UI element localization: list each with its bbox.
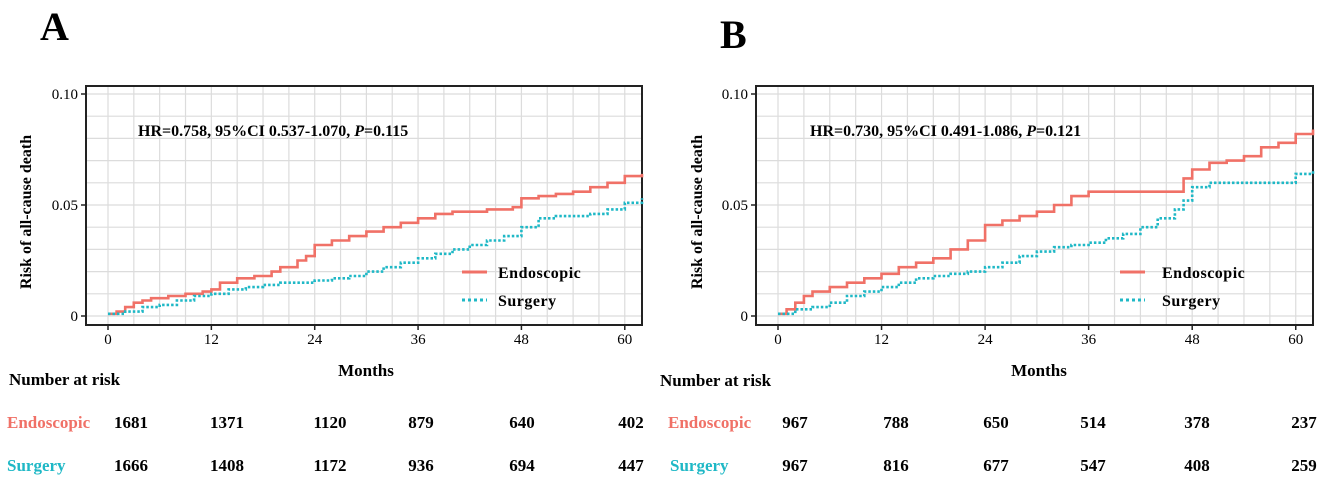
x-tick-label: 12: [874, 332, 889, 348]
x-tick-label: 0: [104, 332, 112, 348]
x-tick-label: 36: [1081, 332, 1097, 348]
x-tick-label: 48: [1185, 332, 1200, 348]
x-tick-label: 0: [774, 332, 782, 348]
risk-count: 259: [1291, 456, 1317, 475]
risk-row-label-surgery-b: Surgery: [670, 456, 729, 475]
risk-count: 378: [1184, 413, 1210, 432]
panel-letter-a: A: [40, 4, 69, 49]
risk-count: 879: [408, 413, 434, 432]
x-axis-label-b: Months: [1011, 361, 1067, 380]
risk-count: 402: [618, 413, 644, 432]
risk-row-label-surgery-a: Surgery: [7, 456, 66, 475]
risk-count: 936: [408, 456, 434, 475]
y-tick-label: 0.05: [52, 198, 78, 214]
risk-count: 694: [509, 456, 535, 475]
risk-count: 447: [618, 456, 644, 475]
risk-count: 967: [782, 413, 808, 432]
risk-count: 547: [1080, 456, 1106, 475]
risk-count: 816: [883, 456, 909, 475]
risk-count: 788: [883, 413, 909, 432]
panel-letter-b: B: [720, 12, 747, 57]
risk-count: 1172: [313, 456, 346, 475]
panel-b: B Risk of all-cause death Months 0 12 24 36…: [660, 12, 1317, 475]
hr-annotation-a: HR=0.758, 95%CI 0.537-1.070, P=0.115: [138, 123, 408, 140]
plot-area-b: 0 12 24 36 48 60 0 0.05 0.10: [722, 85, 1315, 348]
hr-annotation-b: HR=0.730, 95%CI 0.491-1.086, P=0.121: [810, 123, 1081, 140]
risk-row-label-endoscopic-a: Endoscopic: [7, 413, 91, 432]
series-line-surgery: [778, 169, 1315, 316]
risk-row-label-endoscopic-b: Endoscopic: [668, 413, 752, 432]
risk-table-b: Number at risk Endoscopic Surgery 967 788…: [660, 371, 1317, 475]
legend-label-surgery-a: Surgery: [498, 293, 557, 310]
risk-count: 1408: [210, 456, 244, 475]
legend-label-surgery-b: Surgery: [1162, 293, 1221, 310]
legend-b: Endoscopic Surgery: [1120, 265, 1245, 310]
x-axis-label-a: Months: [338, 361, 394, 380]
risk-count: 650: [983, 413, 1009, 432]
risk-count: 967: [782, 456, 808, 475]
y-tick-label: 0.10: [722, 87, 748, 103]
risk-table-title-a: Number at risk: [9, 370, 121, 389]
plot-area-a: 0 12 24 36 48 60 0 0.05 0.10: [52, 85, 644, 348]
risk-count: 237: [1291, 413, 1317, 432]
y-tick-label: 0.05: [722, 198, 748, 214]
risk-table-title-b: Number at risk: [660, 371, 772, 390]
y-tick-label: 0: [741, 309, 749, 325]
y-tick-label: 0: [71, 309, 79, 325]
legend-label-endoscopic-a: Endoscopic: [498, 265, 581, 282]
risk-count: 408: [1184, 456, 1210, 475]
x-tick-label: 36: [411, 332, 427, 348]
risk-count: 640: [509, 413, 535, 432]
legend-label-endoscopic-b: Endoscopic: [1162, 265, 1245, 282]
x-tick-label: 60: [617, 332, 632, 348]
x-tick-label: 60: [1288, 332, 1303, 348]
series-line-endoscopic: [108, 173, 644, 316]
y-tick-label: 0.10: [52, 87, 78, 103]
x-tick-label: 48: [514, 332, 529, 348]
legend-a: Endoscopic Surgery: [462, 265, 581, 310]
x-tick-label: 12: [204, 332, 219, 348]
risk-count: 1681: [114, 413, 148, 432]
series-line-endoscopic: [778, 129, 1315, 316]
risk-table-a: Number at risk Endoscopic Surgery 1681 13…: [7, 370, 644, 475]
x-tick-label: 24: [978, 332, 994, 348]
y-axis-label-a: Risk of all-cause death: [18, 135, 35, 289]
risk-count: 514: [1080, 413, 1106, 432]
risk-count: 1371: [210, 413, 244, 432]
risk-count: 1120: [313, 413, 346, 432]
risk-count: 677: [983, 456, 1009, 475]
y-axis-label-b: Risk of all-cause death: [689, 135, 706, 289]
panel-a: A Risk of all-cause death Months 0 12 24 36…: [7, 4, 644, 475]
series-line-surgery: [108, 198, 644, 316]
risk-count: 1666: [114, 456, 148, 475]
x-tick-label: 24: [307, 332, 323, 348]
